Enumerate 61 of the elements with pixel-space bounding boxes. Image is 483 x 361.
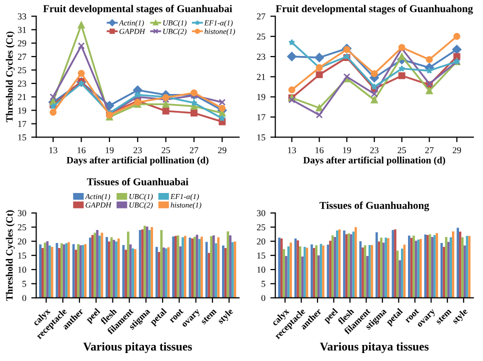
x-tick-label: root (169, 308, 184, 324)
x-tick-label: style (451, 308, 470, 326)
y-tick-label: 25 (256, 34, 266, 40)
x-tick-label: 27 (425, 147, 434, 154)
y-tick-label: 15 (257, 252, 266, 259)
y-tick-label: 30 (256, 210, 266, 216)
y-axis-title: Threshold Cycles (Ct) (6, 210, 15, 301)
y-tick-label: 20 (256, 238, 266, 244)
x-tick-label: 16 (316, 147, 324, 154)
x-axis-title: Various pitaya tissues (320, 342, 429, 353)
y-tick-label: 0 (261, 294, 266, 302)
x-tick-label: 27 (190, 147, 198, 154)
x-tick-label: 23 (370, 147, 378, 154)
y-tick-label: 0 (22, 294, 26, 302)
chart-title: Tissues of Guanhuahong (320, 201, 430, 212)
x-axis-title: Days after artificial pollination (d) (66, 156, 208, 166)
x-axis-title: Various pitaya tissues (83, 342, 192, 353)
y-tick-label: 19 (257, 94, 266, 100)
x-tick-label: 23 (134, 147, 142, 154)
y-tick-label: 27 (256, 13, 266, 20)
x-tick-label: 25 (398, 147, 406, 154)
chart-title: Fruit developmental stages of Guanhuahong (276, 4, 473, 14)
y-tick-label: 15 (18, 252, 26, 259)
x-tick-label: 13 (49, 147, 58, 154)
x-tick-label: root (404, 308, 420, 324)
y-tick-label: 25 (18, 67, 26, 74)
y-tick-label: 10 (18, 266, 26, 273)
y-tick-label: 21 (18, 94, 26, 100)
x-tick-label: stem (436, 308, 452, 325)
y-tick-label: 23 (18, 80, 26, 87)
y-tick-label: 30 (18, 210, 26, 216)
y-tick-label: 20 (18, 238, 26, 244)
y-tick-label: 15 (18, 134, 26, 140)
y-axis-title: Threshold Cycles (Ct) (6, 32, 15, 122)
x-tick-label: 29 (452, 147, 461, 154)
x-axis-title: Days after artificial pollination (d) (303, 156, 446, 166)
y-tick-label: 19 (18, 107, 26, 114)
y-tick-label: 23 (256, 54, 266, 60)
x-tick-label: 13 (288, 147, 296, 154)
chart-title: Fruit developmental stages of Guanhuabai (43, 4, 232, 14)
y-tick-label: 33 (18, 13, 26, 20)
y-tick-label: 25 (18, 224, 26, 230)
x-tick-label: 19 (343, 147, 351, 154)
y-tick-label: 17 (257, 114, 266, 120)
x-tick-label: 16 (78, 147, 86, 154)
y-tick-label: 29 (18, 40, 26, 46)
y-tick-label: 17 (18, 120, 26, 127)
x-tick-label: stem (200, 308, 217, 325)
y-tick-label: 15 (257, 134, 266, 140)
x-tick-label: style (216, 308, 235, 326)
y-tick-label: 5 (22, 280, 26, 287)
y-tick-label: 25 (256, 224, 266, 230)
y-tick-label: 21 (256, 74, 266, 80)
y-tick-label: 10 (257, 266, 266, 273)
x-tick-label: 25 (162, 147, 170, 154)
y-tick-label: 31 (18, 26, 26, 33)
x-tick-label: 19 (106, 147, 114, 154)
x-tick-label: 29 (218, 147, 226, 154)
y-tick-label: 27 (18, 54, 26, 60)
chart-title: Tissues of Guanhuabai (86, 178, 188, 186)
y-tick-label: 5 (262, 280, 266, 287)
